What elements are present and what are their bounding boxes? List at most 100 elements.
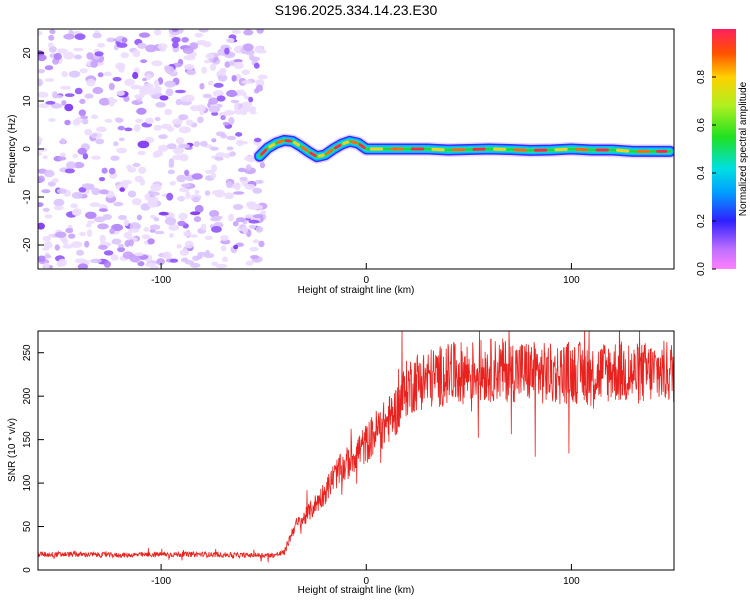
noise-blob	[213, 215, 223, 220]
noise-blob	[121, 37, 128, 43]
noise-blob	[233, 244, 239, 250]
noise-blob	[66, 161, 76, 170]
noise-blob	[177, 29, 184, 34]
colorbar-ticks: 0.0 0.2 0.4 0.6 0.8	[696, 70, 716, 276]
snr-x-ticks: -100 0 100	[151, 564, 580, 587]
noise-blob	[226, 89, 238, 98]
noise-blob	[189, 234, 198, 238]
noise-blob	[231, 30, 242, 34]
ridge-peak	[260, 148, 268, 156]
noise-blob	[135, 118, 143, 123]
noise-blob	[57, 258, 67, 267]
noise-blob	[44, 214, 53, 219]
x-tick-label: 100	[563, 576, 580, 587]
noise-blob	[108, 96, 115, 102]
noise-blob	[79, 231, 87, 237]
noise-blob	[127, 228, 140, 233]
noise-blob	[72, 119, 81, 126]
noise-blob	[235, 217, 246, 223]
colorbar-tick-label: 0.4	[696, 166, 707, 180]
noise-blob	[139, 87, 149, 96]
noise-blob	[152, 152, 159, 158]
noise-blob	[140, 59, 148, 64]
noise-blob	[151, 60, 163, 67]
noise-blob	[212, 90, 224, 98]
noise-blob	[43, 254, 52, 259]
noise-blob	[153, 85, 162, 94]
noise-blob	[94, 51, 104, 57]
ridge-peak	[301, 146, 309, 152]
noise-blob	[109, 100, 115, 107]
noise-blob	[194, 189, 200, 195]
noise-blob	[38, 255, 46, 262]
noise-blob	[121, 179, 133, 185]
noise-blob	[199, 140, 208, 147]
noise-blob	[157, 144, 169, 152]
noise-blob	[237, 167, 246, 173]
noise-blob	[205, 249, 210, 256]
noise-blob	[57, 48, 68, 54]
noise-blob	[144, 193, 151, 201]
noise-blob	[145, 44, 157, 53]
noise-blob	[223, 192, 235, 198]
noise-blob	[220, 69, 226, 77]
noise-blob	[189, 211, 201, 216]
noise-blob	[253, 62, 260, 69]
x-tick-label: -100	[151, 576, 171, 587]
y-tick-label: -10	[22, 189, 33, 204]
noise-blob	[208, 97, 219, 105]
noise-blob	[73, 161, 85, 169]
noise-blob	[42, 247, 50, 251]
noise-blob	[97, 42, 106, 48]
noise-blob	[43, 262, 50, 269]
noise-blob	[91, 155, 101, 160]
noise-blob	[209, 63, 217, 71]
noise-blob	[158, 134, 168, 140]
ridge-peak	[554, 147, 568, 152]
noise-blob	[151, 94, 159, 99]
noise-blob	[178, 126, 191, 134]
noise-blob	[211, 261, 219, 267]
noise-blob	[138, 166, 147, 174]
noise-blob	[134, 94, 145, 99]
noise-blob	[236, 89, 245, 94]
noise-blob	[48, 233, 54, 238]
noise-blob	[260, 210, 267, 215]
noise-blob	[179, 249, 190, 256]
noise-blob	[118, 215, 127, 220]
noise-blob	[110, 155, 120, 161]
noise-blob	[104, 118, 113, 123]
noise-blob	[53, 205, 64, 211]
noise-blob	[241, 101, 253, 107]
signal-ridge	[252, 133, 674, 164]
ridge-peak	[268, 142, 276, 149]
noise-blob	[149, 191, 161, 196]
noise-blob	[147, 238, 155, 245]
noise-blob	[70, 203, 78, 209]
noise-blob	[189, 42, 199, 50]
noise-blob	[220, 115, 226, 121]
noise-blob	[57, 156, 67, 161]
noise-blob	[122, 251, 134, 259]
noise-blob	[181, 183, 191, 188]
noise-blob	[193, 140, 200, 148]
noise-blob	[117, 125, 125, 131]
noise-blob	[177, 220, 186, 227]
noise-blob	[103, 250, 114, 256]
noise-blob	[124, 78, 135, 86]
noise-blob	[74, 87, 83, 95]
noise-blob	[200, 223, 207, 231]
noise-blob	[137, 42, 147, 49]
noise-blob	[178, 212, 188, 221]
y-tick-label: 0	[22, 567, 33, 573]
noise-blob	[38, 30, 43, 36]
noise-blob	[155, 101, 166, 108]
snr-y-axis-label: SNR (10 * v/v)	[7, 418, 18, 482]
noise-blob	[209, 210, 220, 218]
x-tick-label: 0	[363, 576, 369, 587]
noise-blob	[226, 135, 237, 141]
spectrogram-y-axis-label: Frequency (Hz)	[7, 115, 18, 184]
noise-blob	[115, 117, 124, 123]
noise-blob	[98, 244, 108, 250]
colorbar: 0.0 0.2 0.4 0.6 0.8 Normalized spectral ampl…	[696, 29, 749, 276]
